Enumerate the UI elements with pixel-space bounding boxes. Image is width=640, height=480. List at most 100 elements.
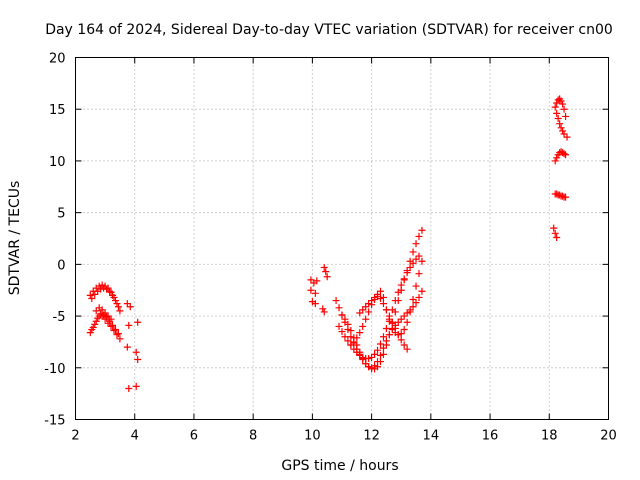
- data-point: [313, 277, 321, 285]
- data-point: [403, 345, 411, 353]
- data-point: [379, 350, 387, 358]
- data-point: [132, 382, 140, 390]
- data-point: [94, 314, 102, 322]
- data-point: [382, 337, 390, 345]
- data-point: [125, 321, 133, 329]
- data-point: [347, 341, 355, 349]
- data-point: [88, 326, 96, 334]
- data-point: [109, 321, 117, 329]
- data-point: [320, 263, 328, 271]
- data-point: [400, 275, 408, 283]
- data-point: [559, 100, 567, 108]
- data-point: [126, 303, 134, 311]
- data-point: [365, 354, 373, 362]
- y-tick-label: 15: [49, 103, 66, 118]
- y-tick-label: 0: [57, 258, 65, 273]
- x-tick-label: 6: [190, 429, 198, 444]
- data-point: [554, 115, 562, 123]
- data-point: [347, 327, 355, 335]
- data-point: [338, 328, 346, 336]
- data-point: [362, 303, 370, 311]
- data-point: [403, 269, 411, 277]
- data-point: [362, 360, 370, 368]
- data-point: [559, 192, 567, 200]
- y-tick-label: -10: [44, 362, 65, 377]
- data-point: [388, 324, 396, 332]
- data-point: [332, 297, 340, 305]
- data-point: [356, 348, 364, 356]
- data-point: [350, 345, 358, 353]
- data-point: [563, 133, 571, 141]
- data-point: [385, 317, 393, 325]
- data-point: [95, 282, 103, 290]
- data-point: [560, 130, 568, 138]
- data-point: [412, 255, 420, 263]
- data-point: [113, 300, 121, 308]
- data-point: [551, 157, 559, 165]
- data-point: [344, 337, 352, 345]
- data-point: [350, 334, 358, 342]
- data-point: [344, 320, 352, 328]
- data-point: [556, 191, 564, 199]
- data-point: [335, 304, 343, 312]
- data-point: [107, 322, 115, 330]
- data-point: [382, 324, 390, 332]
- data-point: [92, 307, 100, 315]
- data-point: [406, 308, 414, 316]
- data-point: [338, 311, 346, 319]
- data-point: [562, 112, 570, 120]
- x-axis-label: GPS time / hours: [281, 458, 398, 474]
- data-point: [400, 341, 408, 349]
- data-point: [365, 300, 373, 308]
- data-point: [123, 300, 131, 308]
- grid-lines: [75, 57, 609, 420]
- data-point: [86, 291, 94, 299]
- data-point: [379, 333, 387, 341]
- data-point: [322, 268, 330, 276]
- data-point: [359, 354, 367, 362]
- data-point: [557, 124, 565, 132]
- data-point: [106, 287, 114, 295]
- x-tick-label: 8: [249, 429, 257, 444]
- data-point: [397, 336, 405, 344]
- data-point: [134, 318, 142, 326]
- data-point: [397, 281, 405, 289]
- data-point: [353, 341, 361, 349]
- data-point: [562, 193, 570, 201]
- data-point: [88, 294, 96, 302]
- data-point: [101, 309, 109, 317]
- data-point: [116, 307, 124, 315]
- data-point: [388, 318, 396, 326]
- data-point: [553, 190, 561, 198]
- data-point: [111, 297, 119, 305]
- data-point: [123, 343, 131, 351]
- data-point: [341, 333, 349, 341]
- data-point: [376, 340, 384, 348]
- data-point: [406, 263, 414, 271]
- data-point: [311, 300, 319, 308]
- data-point: [559, 127, 567, 135]
- chart-title: Day 164 of 2024, Sidereal Day-to-day VTE…: [45, 22, 613, 38]
- data-point: [394, 318, 402, 326]
- data-point: [86, 329, 94, 337]
- data-point: [368, 353, 376, 361]
- data-point: [368, 297, 376, 305]
- data-point: [400, 326, 408, 334]
- data-point: [379, 300, 387, 308]
- data-point: [418, 226, 426, 234]
- data-point: [125, 384, 133, 392]
- data-point: [412, 282, 420, 290]
- data-point: [376, 287, 384, 295]
- data-point: [320, 308, 328, 316]
- data-point: [379, 293, 387, 301]
- data-point: [356, 329, 364, 337]
- data-point: [91, 290, 99, 298]
- data-point: [553, 99, 561, 107]
- data-point: [562, 151, 570, 159]
- data-point: [335, 322, 343, 330]
- x-tick-label: 20: [600, 429, 617, 444]
- data-point: [359, 306, 367, 314]
- plot-frame: [75, 57, 609, 420]
- data-point: [553, 233, 561, 241]
